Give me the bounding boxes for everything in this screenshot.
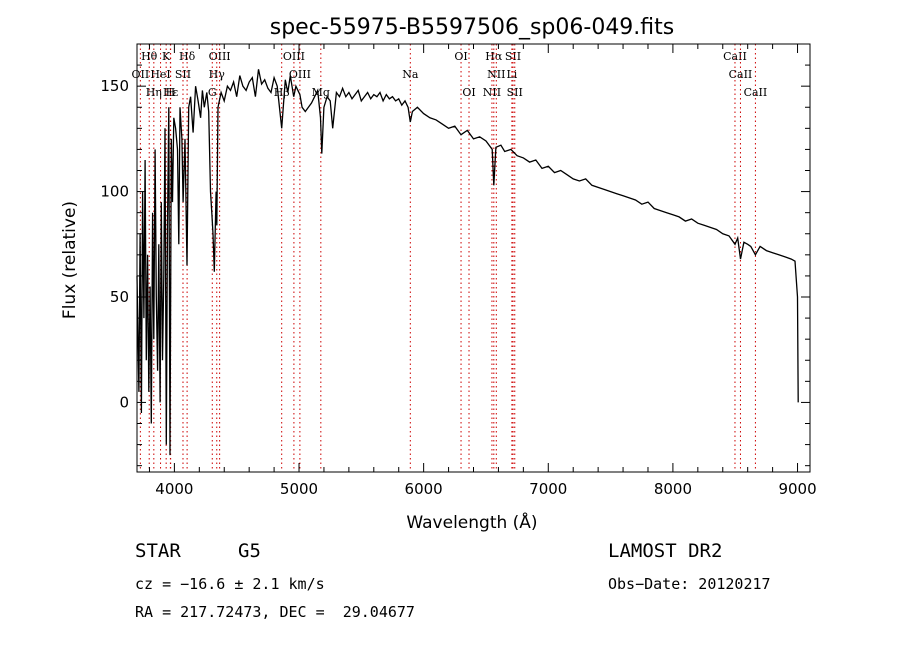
y-tick-label: 150	[100, 77, 129, 95]
spectral-line-label: OII	[132, 68, 150, 81]
x-tick-label: 4000	[155, 480, 193, 498]
spectral-line-label: Mg	[312, 86, 330, 99]
plot-frame	[136, 43, 811, 473]
y-tick-label: 50	[110, 288, 129, 306]
spectral-line-label: HeI	[150, 68, 170, 81]
spectral-line-label: H	[166, 86, 176, 99]
spectral-line-label: OIII	[209, 50, 231, 63]
spectral-line-label: Hη	[146, 86, 162, 99]
spectral-line-label: OI	[454, 50, 467, 63]
spectral-line-label: Hα	[485, 50, 503, 63]
spectral-line-label: Hγ	[209, 68, 226, 81]
spectral-line-label: OI	[462, 86, 475, 99]
spectral-line-label: Li	[506, 68, 517, 81]
spectral-line-label: G	[208, 86, 217, 99]
spectral-line-label: Hε	[163, 86, 179, 99]
x-axis-label: Wavelength (Å)	[406, 511, 537, 533]
survey-name: LAMOST DR2	[608, 540, 723, 562]
coordinates: RA = 217.72473, DEC = 29.04677	[135, 603, 415, 621]
x-tick-label: 9000	[778, 480, 816, 498]
spectral-line-label: SII	[175, 68, 191, 81]
object-subclass: G5	[238, 540, 261, 562]
x-tick-label: 6000	[405, 480, 443, 498]
x-tick-label: 8000	[654, 480, 692, 498]
chart-title: spec-55975-B5597506_sp06-049.fits	[270, 15, 675, 40]
y-tick-label: 100	[100, 183, 129, 201]
spectral-line-label: SII	[505, 50, 521, 63]
spectral-line-label: NII	[483, 86, 501, 99]
object-class: STAR	[135, 540, 181, 562]
spectral-line-label: CaII	[744, 86, 768, 99]
axes: 4000 5000 6000 7000 8000 9000 0 50 100 150	[100, 43, 817, 498]
y-axis-label: Flux (relative)	[60, 201, 80, 319]
spectral-line-label: Na	[402, 68, 419, 81]
spectral-line-label: CaII	[729, 68, 753, 81]
observation-date: Obs−Date: 20120217	[608, 575, 771, 593]
redshift-cz: cz = −16.6 ± 2.1 km/s	[135, 575, 325, 593]
spectrum-series-line	[136, 69, 799, 456]
spectral-line-label: CaII	[723, 50, 747, 63]
spectral-line-label: Hθ	[141, 50, 158, 63]
spectral-line-label: OIII	[283, 50, 305, 63]
x-tick-label: 7000	[529, 480, 567, 498]
y-tick-label: 0	[119, 393, 129, 411]
spectral-line-label: K	[162, 50, 171, 63]
x-tick-label: 5000	[280, 480, 318, 498]
spectral-line-label: SII	[507, 86, 523, 99]
spectral-line-label: Hδ	[179, 50, 196, 63]
spectral-line-label: OIII	[289, 68, 311, 81]
spectral-line-label: NII	[487, 68, 505, 81]
